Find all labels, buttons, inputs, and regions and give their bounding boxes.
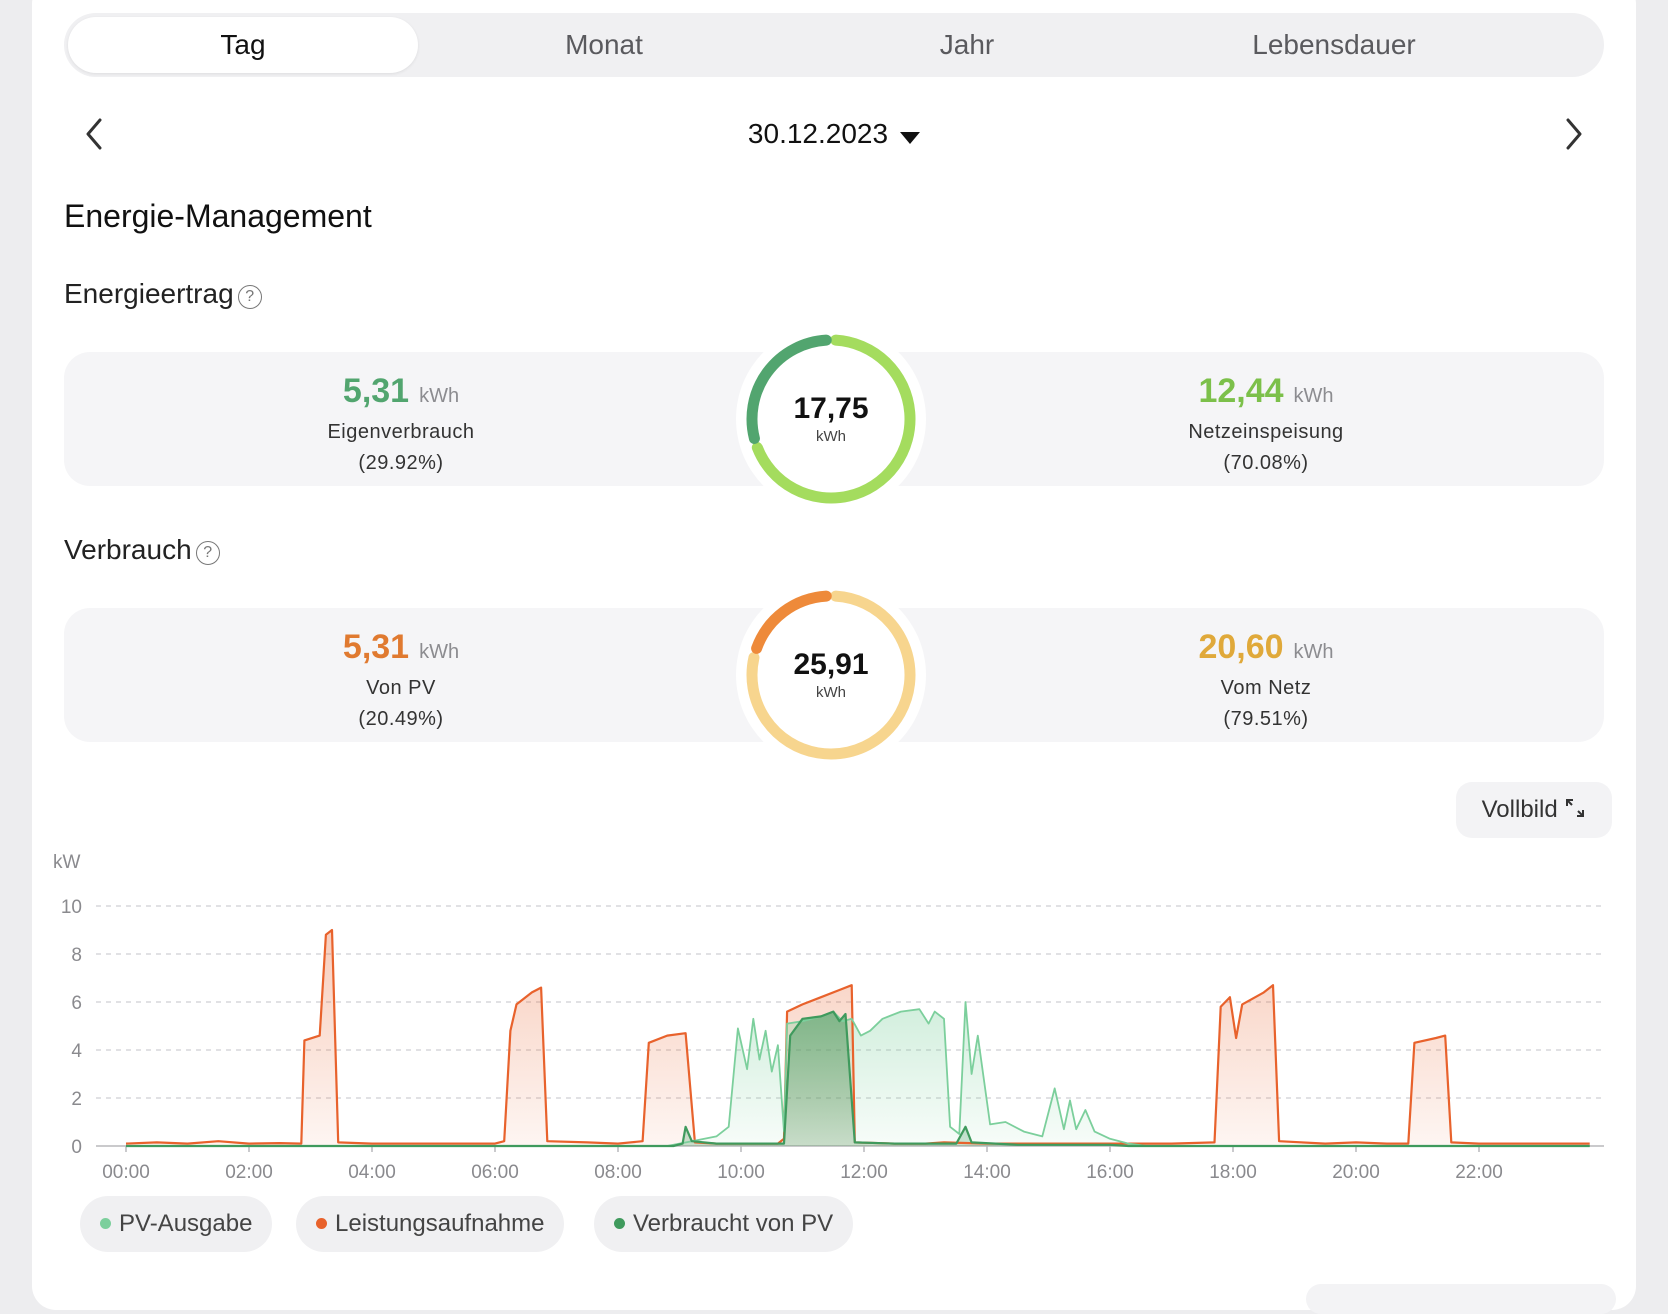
next-day-button[interactable] xyxy=(1554,112,1594,156)
yield-secondary-arc xyxy=(751,334,916,504)
legend-label-pv-output: PV-Ausgabe xyxy=(119,1210,253,1237)
grid-feed-in-label: Netzeinspeisung xyxy=(1188,421,1344,443)
from-pv-percent: (20.49%) xyxy=(358,708,444,730)
consumption-total-value: 25,91 xyxy=(793,648,869,681)
fullscreen-label: Vollbild xyxy=(1481,796,1558,823)
x-tick-label: 16:00 xyxy=(1086,1162,1134,1183)
consumption-secondary-arc xyxy=(746,590,916,760)
legend-label-power-consumption: Leistungsaufnahme xyxy=(335,1210,545,1237)
y-tick-label: 2 xyxy=(71,1089,82,1110)
consumed-from-pv-line xyxy=(126,1010,1590,1148)
x-tick-label: 04:00 xyxy=(348,1162,396,1183)
grid-feed-in-stat: 12,44 kWh Netzeinspeisung (70.08%) xyxy=(1116,372,1416,475)
x-tick-label: 14:00 xyxy=(963,1162,1011,1183)
yield-total-unit: kWh xyxy=(816,428,846,445)
consumption-heading-label: Verbrauch xyxy=(64,534,192,565)
chevron-left-icon xyxy=(86,118,102,150)
from-grid-unit: kWh xyxy=(1293,641,1334,663)
from-grid-value: 20,60 xyxy=(1198,628,1284,666)
x-tick-label: 06:00 xyxy=(471,1162,519,1183)
tab-month[interactable]: Monat xyxy=(565,29,643,60)
help-icon[interactable]: ? xyxy=(195,541,220,565)
x-tick-label: 10:00 xyxy=(717,1162,765,1183)
legend-consumed-from-pv[interactable]: Verbraucht von PV xyxy=(594,1196,854,1252)
x-tick-label: 02:00 xyxy=(225,1162,273,1183)
date-selector[interactable]: 30.12.2023 xyxy=(0,112,1668,156)
tab-day[interactable]: Tag xyxy=(68,17,418,73)
tab-year[interactable]: Jahr xyxy=(939,29,995,60)
consumption-heading: Verbrauch? xyxy=(64,534,220,566)
legend-label-consumed-from-pv: Verbraucht von PV xyxy=(633,1210,834,1237)
power-chart: kW 0 2 4 6 8 10 00:00 02:00 04:00 06:00 08:00 10:00 1… xyxy=(53,852,1604,1183)
y-tick-label: 6 xyxy=(71,993,82,1014)
yield-heading: Energieertrag? xyxy=(64,278,262,310)
from-pv-stat: 5,31 kWh Von PV (20.49%) xyxy=(251,628,551,731)
y-tick-label: 4 xyxy=(71,1041,82,1062)
x-tick-label: 08:00 xyxy=(594,1162,642,1183)
x-tick-label: 00:00 xyxy=(102,1162,150,1183)
chevron-right-icon xyxy=(1566,118,1582,150)
tab-lifetime[interactable]: Lebensdauer xyxy=(1252,29,1416,60)
grid-feed-in-value: 12,44 xyxy=(1198,372,1284,410)
grid-feed-in-percent: (70.08%) xyxy=(1223,452,1309,474)
from-grid-label: Vom Netz xyxy=(1220,677,1312,699)
grid-feed-in-unit: kWh xyxy=(1293,385,1334,407)
from-grid-stat: 20,60 kWh Vom Netz (79.51%) xyxy=(1116,628,1416,731)
page-title: Energie-Management xyxy=(64,198,372,234)
self-consumption-unit: kWh xyxy=(419,385,460,407)
consumption-total-unit: kWh xyxy=(816,684,846,701)
pv-output-area xyxy=(126,1002,1590,1146)
date-label: 30.12.2023 xyxy=(747,118,889,149)
self-consumption-value: 5,31 xyxy=(342,372,410,410)
x-tick-label: 12:00 xyxy=(840,1162,888,1183)
self-consumption-label: Eigenverbrauch xyxy=(327,421,475,443)
y-tick-label: 10 xyxy=(61,897,82,918)
legend-power-consumption[interactable]: Leistungsaufnahme xyxy=(296,1196,565,1252)
from-grid-percent: (79.51%) xyxy=(1223,708,1309,730)
x-tick-label: 20:00 xyxy=(1332,1162,1380,1183)
prev-day-button[interactable] xyxy=(76,112,116,156)
yield-primary-arc xyxy=(746,334,832,444)
y-tick-label: 0 xyxy=(71,1137,82,1158)
period-tabs: Tag Monat Jahr Lebensdauer xyxy=(64,13,1604,77)
fullscreen-button[interactable]: Vollbild xyxy=(1456,782,1612,838)
power-consumption-area xyxy=(126,930,1590,1146)
consumption-primary-arc xyxy=(751,590,832,654)
caret-down-icon xyxy=(900,114,921,158)
consumption-donut: 25,91 kWh xyxy=(736,580,926,770)
x-tick-label: 22:00 xyxy=(1455,1162,1503,1183)
from-pv-unit: kWh xyxy=(419,641,460,663)
legend-dot-consumed-from-pv xyxy=(614,1218,625,1229)
from-pv-value: 5,31 xyxy=(342,628,410,666)
y-tick-label: 8 xyxy=(71,945,82,966)
self-consumption-stat: 5,31 kWh Eigenverbrauch (29.92%) xyxy=(251,372,551,475)
help-icon[interactable]: ? xyxy=(237,285,262,309)
legend-dot-power-consumption xyxy=(316,1218,327,1229)
from-pv-label: Von PV xyxy=(366,677,436,699)
yield-heading-label: Energieertrag xyxy=(64,278,234,309)
yield-donut: 17,75 kWh xyxy=(736,324,926,514)
yield-total-value: 17,75 xyxy=(793,392,869,425)
legend-pv-output[interactable]: PV-Ausgabe xyxy=(80,1196,273,1252)
expand-icon xyxy=(1566,799,1585,817)
legend-dot-pv-output xyxy=(100,1218,111,1229)
self-consumption-percent: (29.92%) xyxy=(358,452,444,474)
x-tick-label: 18:00 xyxy=(1209,1162,1257,1183)
pv-output-line xyxy=(126,1001,1590,1147)
y-axis-label: kW xyxy=(53,852,81,873)
